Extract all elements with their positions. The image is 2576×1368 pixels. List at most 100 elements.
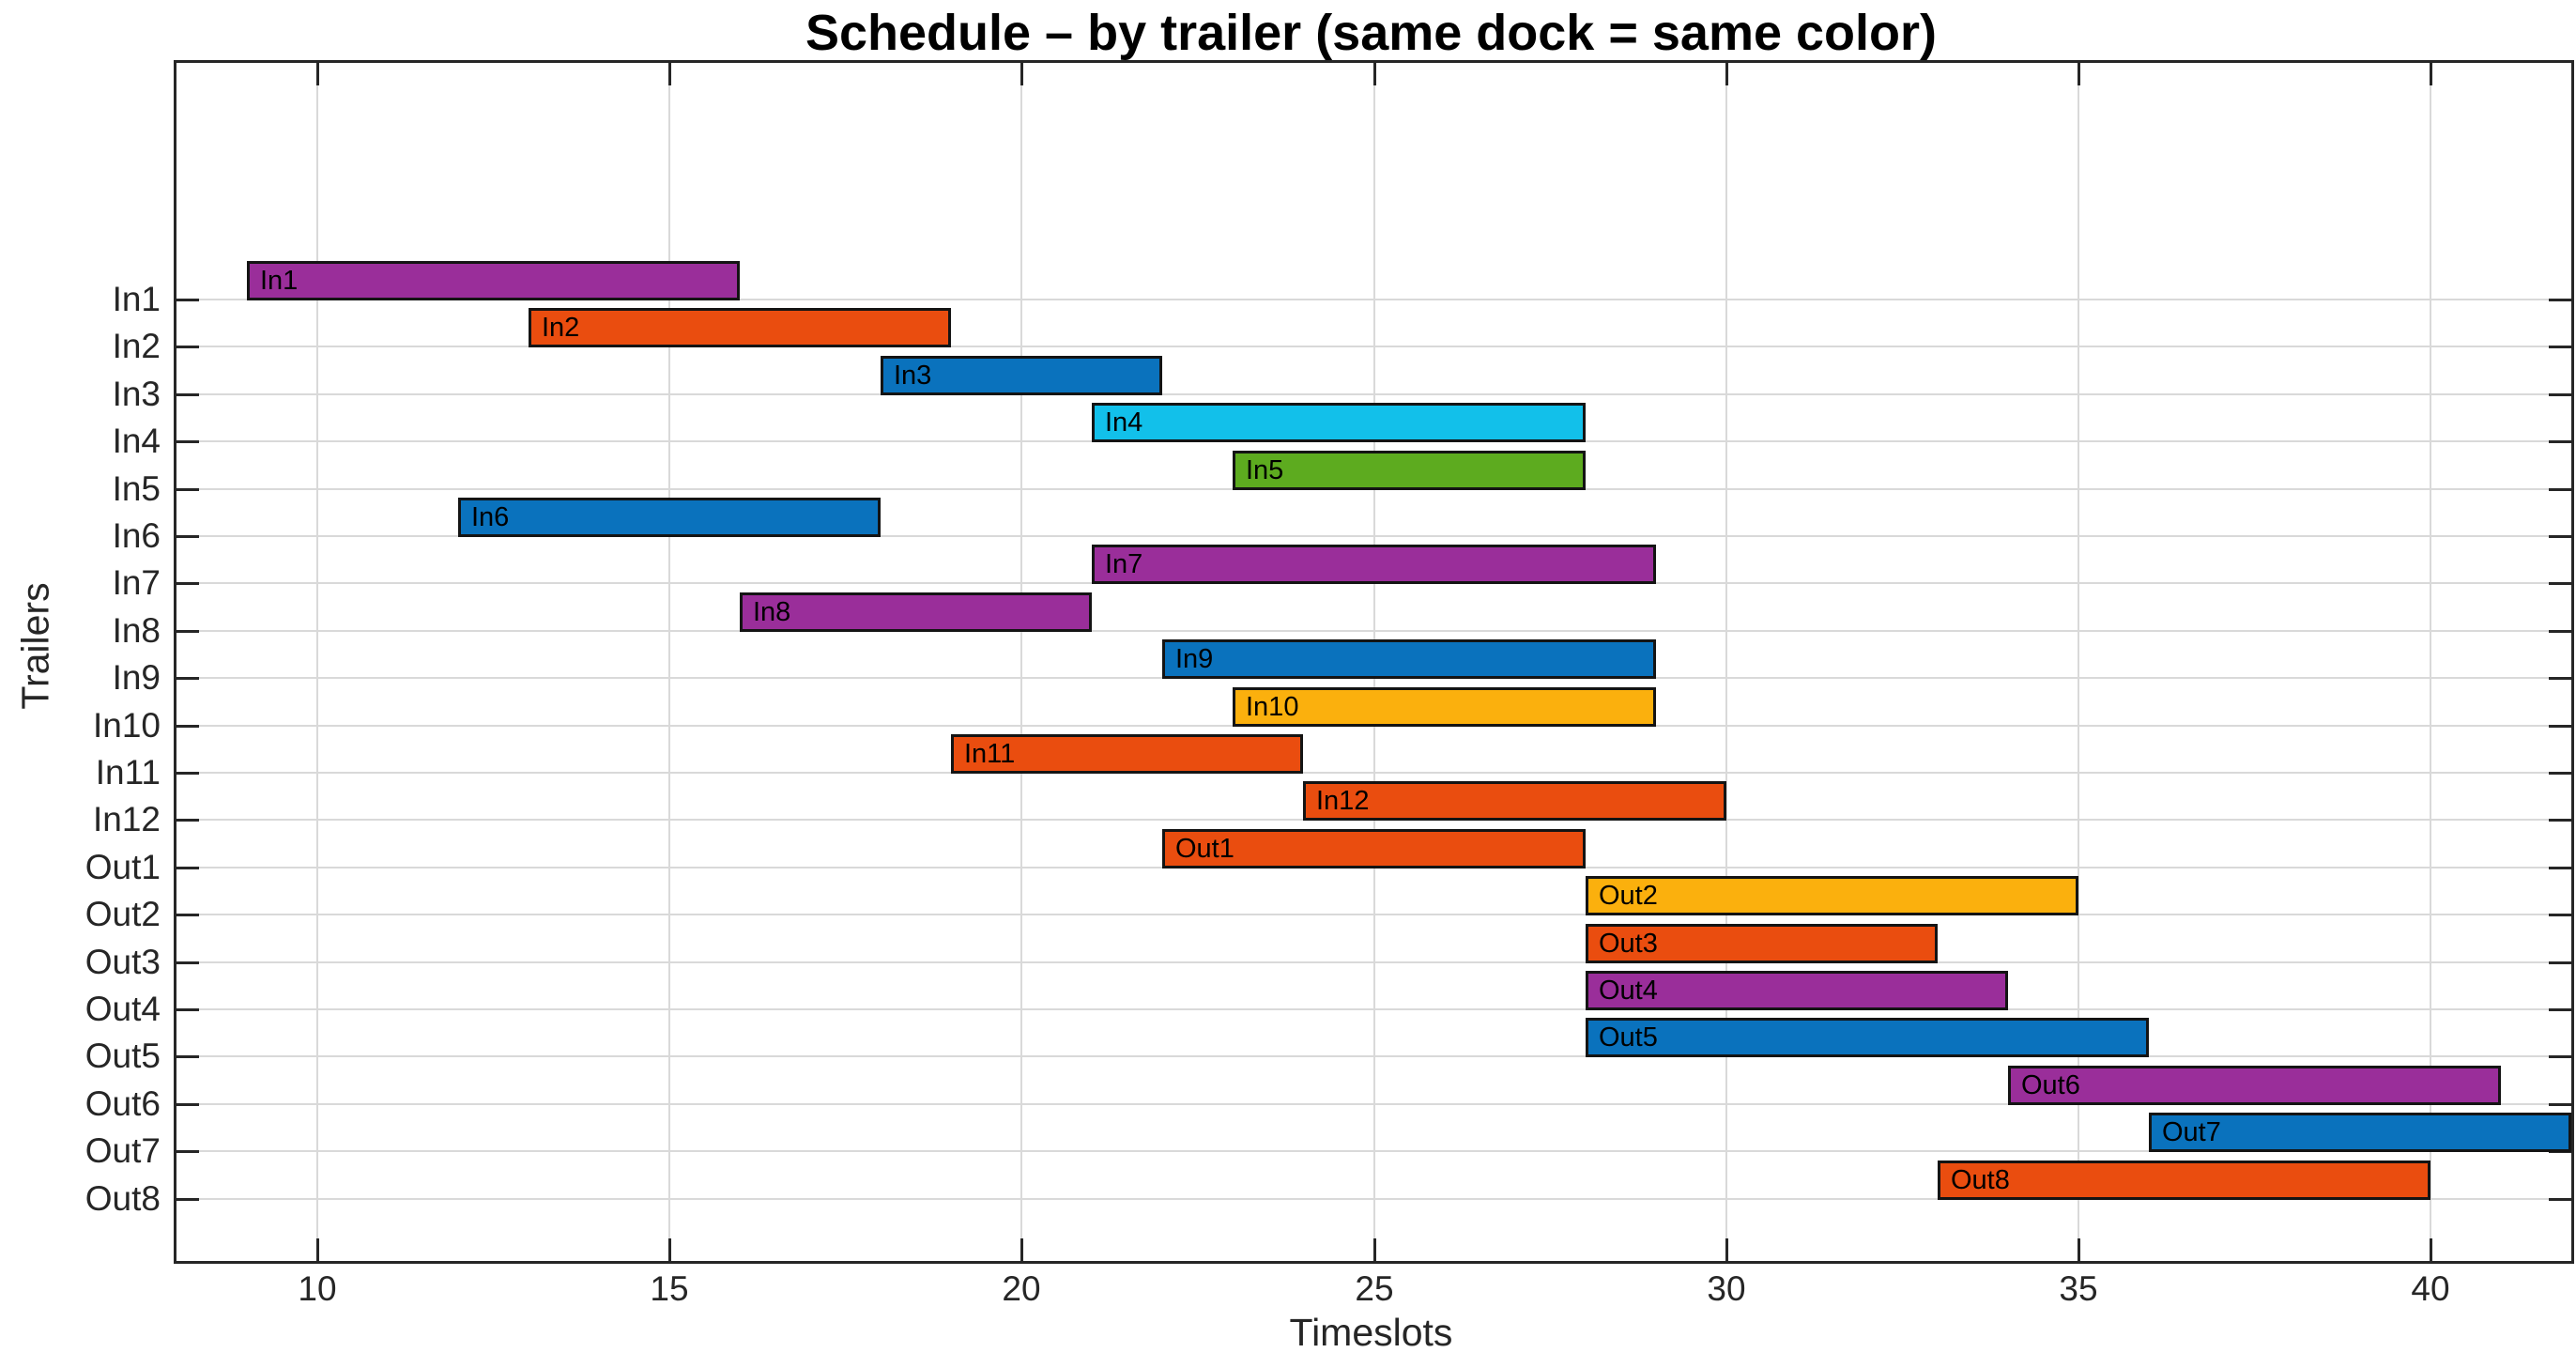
gantt-bar-label-out4: Out4 [1599,975,1658,1006]
y-tick-label-Out8: Out8 [84,1179,161,1218]
x-tick-mark-top-40 [2430,63,2432,85]
gantt-bar-label-in5: In5 [1246,454,1284,485]
h-gridline-Out2 [176,914,2571,915]
y-tick-mark-right-Out2 [2549,914,2571,916]
y-tick-mark-right-In9 [2549,677,2571,680]
gantt-bar-in3: In3 [881,356,1162,395]
h-gridline-In6 [176,535,2571,537]
y-tick-mark-right-In8 [2549,630,2571,633]
y-tick-mark-left-In8 [176,630,199,633]
y-tick-mark-left-In7 [176,582,199,585]
gantt-bar-label-in3: In3 [894,360,932,391]
x-tick-label-30: 30 [1707,1269,1746,1308]
x-tick-label-20: 20 [1002,1269,1041,1308]
y-tick-mark-right-In11 [2549,772,2571,775]
y-tick-label-In1: In1 [112,280,161,318]
chart-title: Schedule – by trailer (same dock = same … [805,5,1937,61]
x-tick-mark-bottom-10 [316,1238,319,1261]
y-tick-label-In7: In7 [112,563,161,602]
gantt-bar-label-in1: In1 [260,265,299,296]
gantt-bar-out6: Out6 [2008,1066,2501,1105]
gantt-bar-in12: In12 [1303,781,1726,821]
gantt-bar-in5: In5 [1233,451,1586,490]
y-tick-mark-left-In11 [176,772,199,775]
y-tick-label-In8: In8 [112,611,161,650]
y-tick-label-In10: In10 [92,706,161,745]
gantt-bar-in6: In6 [458,498,881,537]
y-axis-title: Trailers [13,582,57,710]
y-tick-mark-right-In7 [2549,582,2571,585]
y-tick-label-Out1: Out1 [84,848,161,886]
y-tick-mark-right-In3 [2549,393,2571,396]
v-gridline-30 [1725,63,1727,1261]
gantt-bar-in11: In11 [951,734,1303,774]
y-tick-label-In11: In11 [95,753,161,792]
gantt-bar-label-out3: Out3 [1599,928,1658,959]
x-axis-title: Timeslots [1289,1311,1453,1354]
gantt-bar-out8: Out8 [1938,1160,2430,1200]
x-tick-mark-bottom-40 [2430,1238,2432,1261]
y-tick-label-In3: In3 [112,375,161,413]
y-tick-label-In9: In9 [112,658,161,697]
y-tick-mark-left-In3 [176,393,199,396]
y-tick-mark-left-Out1 [176,867,199,869]
plot-area: In1 In2 In3 In4 In5 In6 In7 In8 In9 In10 In11 In12 O… [174,60,2574,1264]
x-tick-mark-top-35 [2078,63,2080,85]
gantt-bar-label-in9: In9 [1175,643,1214,674]
h-gridline-In3 [176,393,2571,395]
gantt-bar-label-in7: In7 [1105,548,1143,579]
gantt-bar-label-in11: In11 [964,738,1016,769]
v-gridline-20 [1020,63,1022,1261]
gantt-bar-label-out5: Out5 [1599,1022,1658,1053]
y-tick-mark-right-In2 [2549,346,2571,348]
x-tick-mark-top-15 [668,63,671,85]
gantt-bar-label-out8: Out8 [1951,1164,2010,1195]
h-gridline-Out3 [176,961,2571,963]
y-tick-mark-left-In12 [176,819,199,822]
x-tick-mark-top-10 [316,63,319,85]
gantt-bar-in10: In10 [1233,687,1656,727]
x-tick-mark-top-30 [1725,63,1728,85]
h-gridline-In2 [176,346,2571,347]
gantt-bar-label-in8: In8 [753,596,791,627]
gantt-bar-out4: Out4 [1586,971,2008,1010]
y-tick-mark-left-Out8 [176,1198,199,1201]
y-tick-label-Out2: Out2 [84,895,161,933]
gantt-bar-label-out2: Out2 [1599,880,1658,911]
y-tick-mark-right-Out3 [2549,961,2571,964]
x-tick-mark-bottom-15 [668,1238,671,1261]
y-tick-mark-right-Out8 [2549,1198,2571,1201]
y-tick-mark-right-In1 [2549,299,2571,301]
x-tick-mark-bottom-35 [2078,1238,2080,1261]
x-tick-label-40: 40 [2411,1269,2450,1308]
y-tick-label-Out4: Out4 [84,990,161,1028]
x-tick-mark-bottom-30 [1725,1238,1728,1261]
h-gridline-In1 [176,299,2571,300]
y-tick-label-In2: In2 [112,327,161,365]
y-tick-mark-left-In4 [176,440,199,443]
y-tick-label-In6: In6 [112,516,161,555]
x-tick-label-35: 35 [2059,1269,2098,1308]
x-tick-mark-bottom-20 [1020,1238,1023,1261]
y-tick-mark-right-In5 [2549,488,2571,491]
h-gridline-Out7 [176,1150,2571,1152]
gantt-bar-in8: In8 [740,592,1092,632]
y-tick-label-Out5: Out5 [84,1037,161,1075]
y-tick-mark-right-Out1 [2549,867,2571,869]
y-tick-mark-left-In1 [176,299,199,301]
gantt-bar-label-in10: In10 [1246,691,1299,722]
y-tick-mark-right-Out4 [2549,1008,2571,1011]
x-tick-mark-top-25 [1373,63,1376,85]
h-gridline-Out8 [176,1198,2571,1200]
gantt-bar-in9: In9 [1162,639,1656,679]
y-tick-label-In4: In4 [112,422,161,460]
v-gridline-40 [2430,63,2431,1261]
y-tick-mark-left-In10 [176,725,199,728]
h-gridline-In11 [176,772,2571,774]
gantt-bar-label-in2: In2 [542,312,580,343]
y-tick-mark-right-In6 [2549,535,2571,538]
y-tick-mark-left-In6 [176,535,199,538]
gantt-bar-out7: Out7 [2149,1113,2571,1152]
y-tick-mark-right-In4 [2549,440,2571,443]
